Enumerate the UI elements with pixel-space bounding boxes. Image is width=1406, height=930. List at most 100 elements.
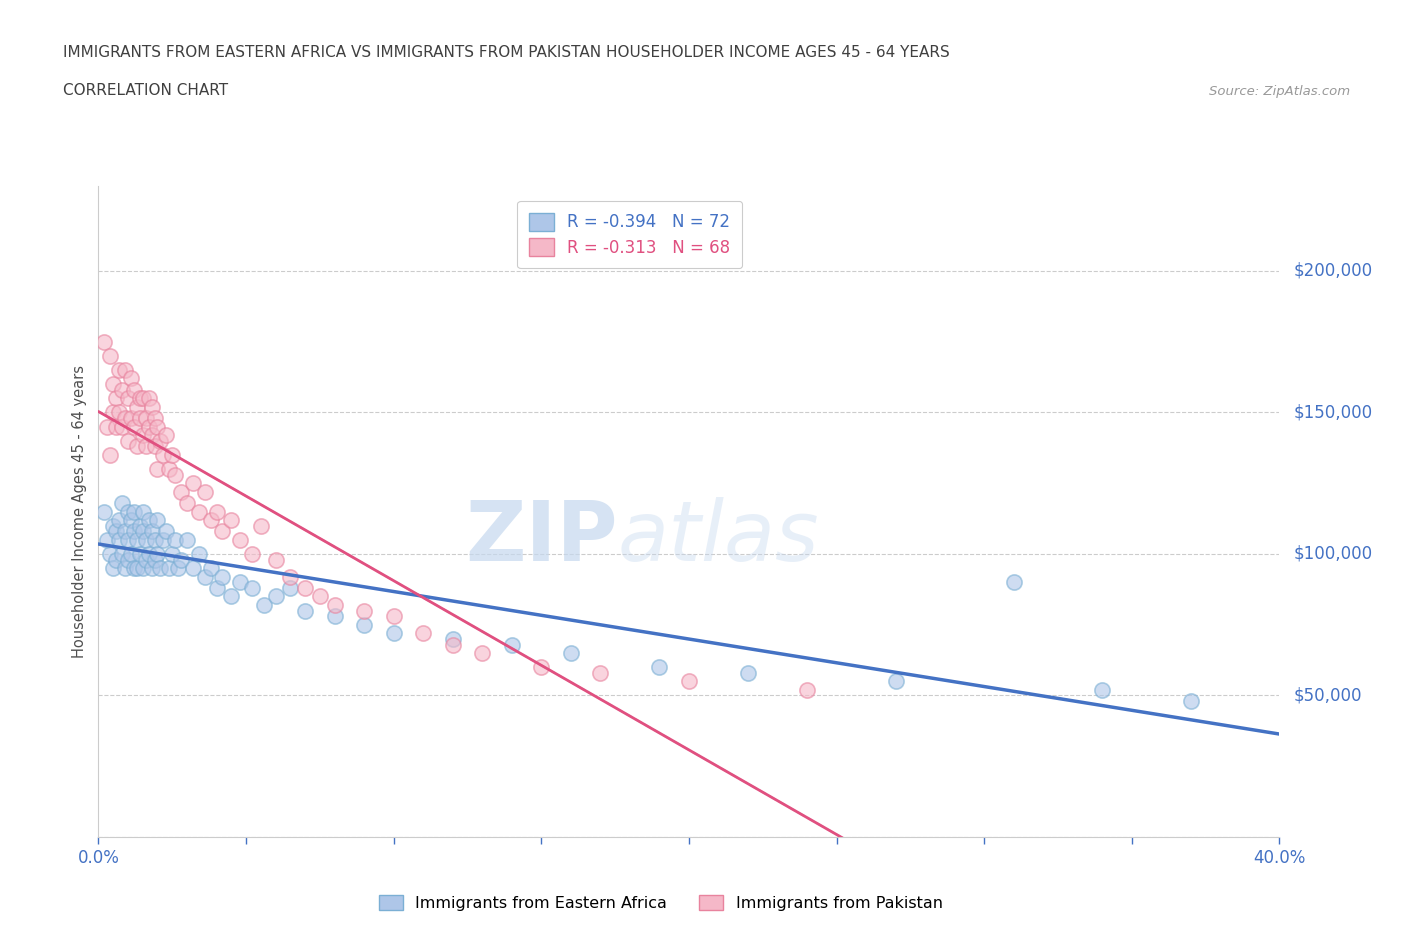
Point (132, 561, 155, 576)
Point (170, 552, 193, 567)
Point (441, 631, 464, 646)
Point (530, 659, 553, 674)
Point (111, 547, 134, 562)
Point (353, 604, 375, 618)
Point (165, 532, 187, 547)
Point (187, 504, 209, 519)
Point (114, 524, 136, 538)
Point (105, 391, 128, 405)
Point (138, 547, 160, 562)
Point (382, 626, 405, 641)
Point (146, 419, 169, 434)
Point (105, 419, 128, 434)
Point (219, 589, 242, 604)
Point (135, 439, 157, 454)
Point (125, 399, 148, 414)
Point (1002, 575, 1025, 590)
Point (737, 665, 759, 680)
Point (589, 665, 612, 680)
Point (155, 428, 177, 443)
Point (128, 411, 150, 426)
Point (138, 391, 160, 405)
Point (125, 439, 148, 454)
Point (194, 569, 217, 584)
Point (162, 447, 183, 462)
Point (117, 433, 139, 448)
Point (229, 532, 252, 547)
Point (93, 334, 115, 349)
Text: $150,000: $150,000 (1294, 404, 1372, 421)
Point (98, 447, 121, 462)
Point (200, 512, 222, 527)
Y-axis label: Householder Income Ages 45 - 64 years: Householder Income Ages 45 - 64 years (72, 365, 87, 658)
Point (219, 512, 242, 527)
Point (93, 504, 115, 519)
Point (108, 363, 131, 378)
Point (111, 382, 134, 397)
Point (122, 504, 145, 519)
Point (471, 645, 494, 660)
Point (146, 461, 169, 476)
Point (194, 485, 217, 499)
Point (108, 405, 131, 419)
Point (143, 552, 166, 567)
Point (412, 626, 434, 641)
Point (128, 518, 150, 533)
Point (157, 561, 180, 576)
Point (128, 391, 150, 405)
Point (187, 547, 209, 562)
Point (211, 569, 233, 584)
Point (117, 504, 139, 519)
Point (200, 561, 222, 576)
Point (132, 524, 155, 538)
Point (117, 552, 139, 567)
Point (114, 561, 136, 576)
Point (125, 561, 148, 576)
Point (135, 552, 157, 567)
Point (120, 547, 142, 562)
Point (382, 609, 405, 624)
Point (122, 524, 145, 538)
Point (103, 405, 125, 419)
Point (796, 683, 818, 698)
Point (149, 561, 172, 576)
Point (103, 377, 125, 392)
Point (176, 532, 198, 547)
Point (135, 411, 157, 426)
Point (1091, 683, 1114, 698)
Point (149, 433, 172, 448)
Point (98, 349, 121, 364)
Point (167, 561, 190, 576)
Point (98, 547, 121, 562)
Point (122, 419, 145, 434)
Point (117, 532, 139, 547)
Point (278, 569, 302, 584)
Point (560, 645, 582, 660)
Point (120, 411, 142, 426)
Point (125, 532, 148, 547)
Point (141, 399, 163, 414)
Point (138, 419, 160, 434)
Point (240, 580, 263, 595)
Point (132, 391, 155, 405)
Point (105, 552, 128, 567)
Point (105, 524, 128, 538)
Point (132, 428, 155, 443)
Point (181, 476, 204, 491)
Point (141, 524, 163, 538)
Text: $200,000: $200,000 (1294, 262, 1372, 280)
Point (152, 447, 174, 462)
Point (157, 461, 180, 476)
Point (128, 547, 150, 562)
Point (170, 485, 193, 499)
Point (141, 428, 163, 443)
Point (135, 532, 157, 547)
Point (96, 419, 118, 434)
Text: atlas: atlas (619, 497, 820, 578)
Point (353, 618, 375, 632)
Point (250, 518, 273, 533)
Text: ZIP: ZIP (465, 497, 619, 578)
Point (211, 524, 233, 538)
Point (111, 496, 134, 511)
Point (122, 382, 145, 397)
